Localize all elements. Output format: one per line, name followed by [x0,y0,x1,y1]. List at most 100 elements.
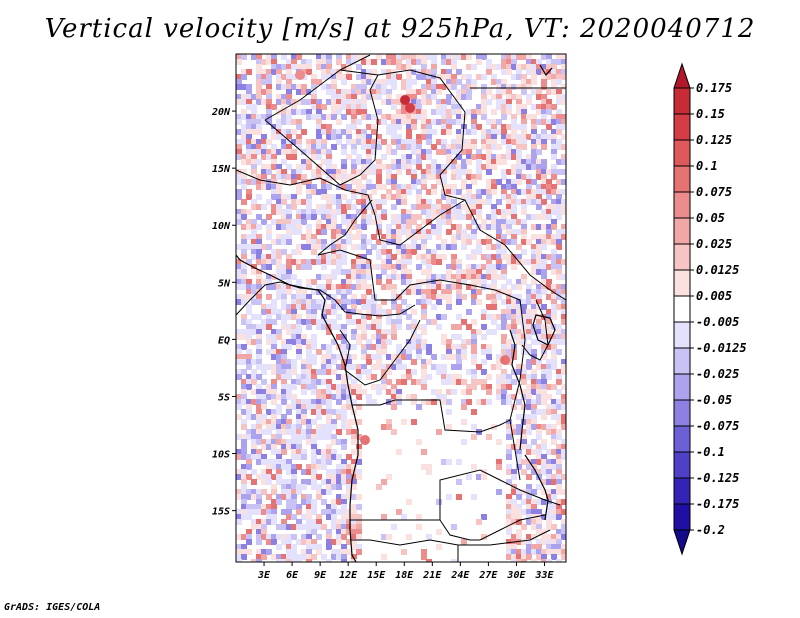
field-cell [331,359,337,365]
field-cell [536,379,542,385]
field-cell [326,274,332,280]
field-cell [296,289,302,295]
field-cell [236,299,242,305]
field-cell [496,249,502,255]
field-cell [551,264,557,270]
field-cell [311,334,317,340]
field-cell [396,74,402,80]
field-cell [311,299,317,305]
field-cell [466,94,472,100]
field-cell [296,339,302,345]
field-cell [316,109,322,115]
field-cell [446,154,452,160]
field-cell [521,364,527,370]
field-cell [321,314,327,320]
field-cell [551,544,557,550]
field-cell [556,479,562,485]
field-cell [391,429,397,435]
field-cell [561,74,566,80]
field-cell [466,399,472,405]
field-cell [441,369,447,375]
field-cell [256,384,262,390]
field-cell [341,339,347,345]
field-cell [461,139,467,145]
field-cell [526,94,532,100]
colorbar-label: 0.1 [696,159,718,173]
field-cell [316,429,322,435]
field-cell [346,69,352,75]
field-cell [561,439,566,445]
field-cell [516,149,522,155]
field-cell [356,254,362,260]
field-cell [521,259,527,265]
field-cell [561,124,566,130]
grads-credit: GrADS: IGES/COLA [4,602,101,613]
field-cell [496,99,502,105]
field-cell [256,184,262,190]
x-tick-label: 30E [506,570,526,581]
field-cell [471,289,477,295]
field-cell [306,554,312,560]
field-cell [261,519,267,525]
field-cell [451,54,457,60]
field-cell [396,449,402,455]
field-cell [556,459,562,465]
field-cell [261,184,267,190]
field-cell [481,154,487,160]
field-cell [466,159,472,165]
field-cell [351,159,357,165]
field-cell [296,354,302,360]
border-line [350,529,551,546]
field-cell [311,459,317,465]
field-cell [321,84,327,90]
colorbar-segment [673,243,691,271]
field-cell [301,304,307,310]
field-cell [396,189,402,195]
field-cell [391,284,397,290]
field-cell [416,144,422,150]
field-cell [326,359,332,365]
field-cell [256,239,262,245]
field-cell [391,219,397,225]
field-cell [466,144,472,150]
field-cell [506,59,512,65]
field-cell [351,494,357,500]
field-cell [376,144,382,150]
field-cell [271,259,277,265]
field-cell [236,144,242,150]
field-cell [496,229,502,235]
field-cell [546,184,552,190]
field-cell [491,119,497,125]
field-cell [426,284,432,290]
field-cell [426,209,432,215]
field-cell [406,114,412,120]
field-cell [536,424,542,430]
field-cell [331,419,337,425]
field-cell [346,279,352,285]
field-cell [406,304,412,310]
field-cell [286,554,292,560]
field-cell [426,254,432,260]
field-cell [456,204,462,210]
field-cell [336,104,342,110]
field-cell [466,194,472,200]
field-cell [341,549,347,555]
field-cell [471,144,477,150]
field-cell [251,494,257,500]
field-cell [386,174,392,180]
field-cell [316,474,322,480]
field-cell [436,224,442,230]
field-cell [291,464,297,470]
field-cell [251,314,257,320]
field-cell [506,449,512,455]
field-cell [501,99,507,105]
field-cell [331,354,337,360]
field-cell [426,79,432,85]
field-cell [296,134,302,140]
field-cell [366,59,372,65]
field-cell [256,89,262,95]
field-cell [446,199,452,205]
field-cell [531,179,537,185]
field-cell [481,89,487,95]
field-cell [241,224,247,230]
